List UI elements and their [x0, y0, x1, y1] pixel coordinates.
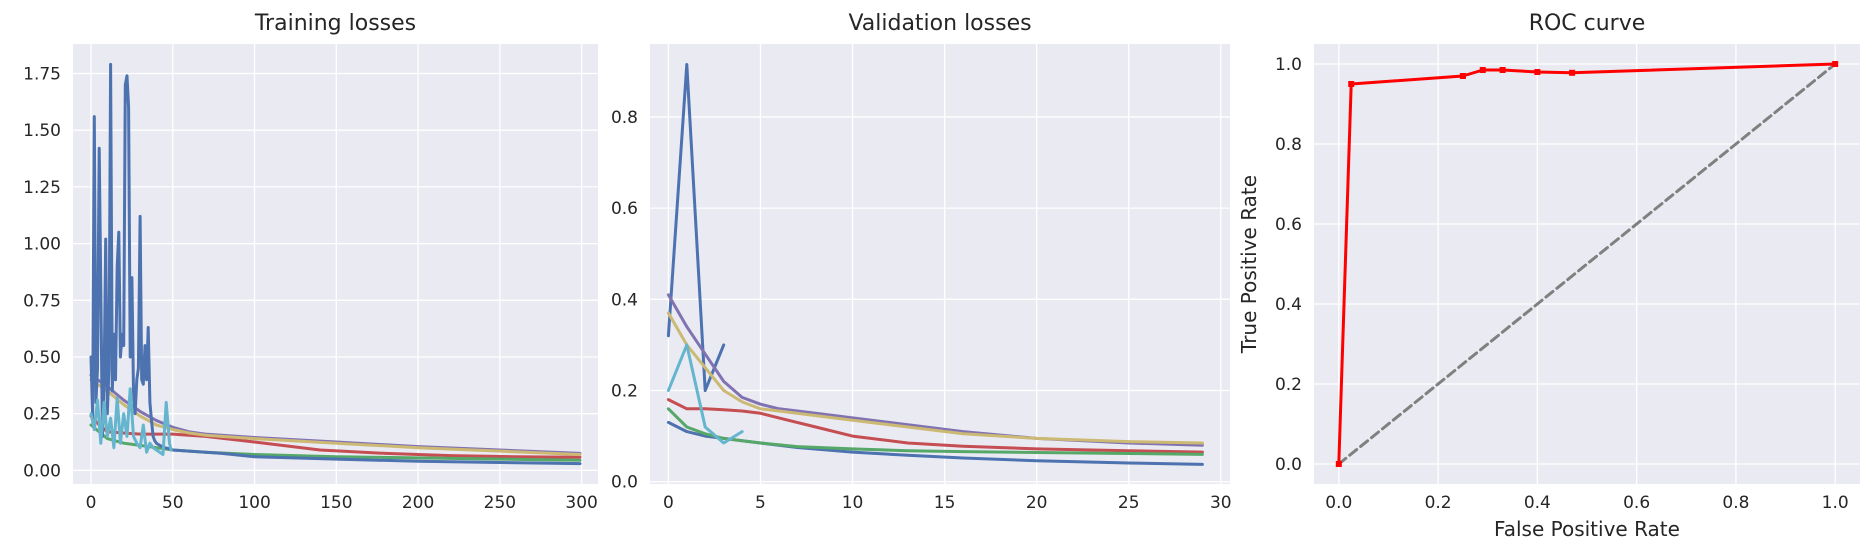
roc-ylabel: True Positive Rate	[1237, 175, 1261, 354]
validation-ytick-label: 0.2	[611, 382, 638, 402]
validation-series-line-5	[666, 407, 1204, 456]
validation-ytick-label: 0.6	[611, 199, 638, 219]
validation-ytick-label: 0.8	[611, 108, 638, 128]
training-series-line-4	[89, 62, 582, 466]
validation-series-line-4	[666, 398, 1204, 454]
training-title: Training losses	[254, 11, 416, 36]
training-losses-panel: 0 50 100 150 200 250 300 0.00 0.25 0.50 0.75 1.00 1.…	[23, 11, 598, 513]
training-ytick-label: 0.75	[23, 291, 61, 311]
roc-series-marker	[1832, 61, 1839, 67]
training-xtick-label: 200	[402, 493, 434, 513]
training-ytick-label: 1.50	[23, 121, 61, 141]
validation-xtick-label: 10	[842, 493, 864, 513]
roc-xtick-label: 0.8	[1722, 493, 1749, 513]
roc-xlabel: False Positive Rate	[1494, 517, 1680, 541]
validation-gridlines	[650, 44, 1230, 484]
validation-series-line-6	[666, 343, 744, 445]
training-series-line-5	[89, 387, 173, 456]
roc-series-marker	[1348, 81, 1355, 87]
training-series-group	[89, 62, 582, 466]
roc-ytick-label: 0.2	[1275, 375, 1302, 395]
validation-xtick-label: 20	[1026, 493, 1048, 513]
roc-series-group	[1335, 61, 1839, 467]
roc-title: ROC curve	[1529, 11, 1646, 36]
training-xtick-label: 150	[320, 493, 352, 513]
training-ytick-label: 0.00	[23, 461, 61, 481]
validation-xtick-label: 15	[934, 493, 956, 513]
roc-ytick-label: 1.0	[1275, 55, 1302, 75]
roc-series-line-0	[1337, 62, 1837, 466]
training-xtick-label: 0	[86, 493, 97, 513]
roc-ytick-label: 0.4	[1275, 295, 1302, 315]
validation-losses-panel: 0 5 10 15 20 25 30 0.0 0.2 0.4 0.6 0.8 Validation lo…	[611, 11, 1232, 513]
roc-xtick-label: 0.0	[1325, 493, 1352, 513]
roc-series-marker	[1569, 69, 1576, 76]
roc-gridlines	[1314, 44, 1860, 484]
roc-series-marker	[1335, 461, 1342, 467]
training-xtick-label: 100	[238, 493, 270, 513]
roc-xtick-label: 0.6	[1623, 493, 1650, 513]
roc-xtick-label: 0.2	[1425, 493, 1452, 513]
validation-title: Validation losses	[848, 11, 1031, 36]
training-series-line-2	[89, 378, 582, 456]
validation-ytick-label: 0.4	[611, 290, 638, 310]
roc-series-marker	[1459, 73, 1466, 79]
validation-xtick-label: 0	[663, 493, 674, 513]
validation-xtick-label: 30	[1210, 493, 1232, 513]
validation-ytick-label: 0.0	[611, 473, 638, 493]
roc-ytick-label: 0.6	[1275, 215, 1302, 235]
training-plot-area	[73, 44, 598, 484]
training-ytick-label: 1.25	[23, 178, 61, 198]
training-ytick-label: 0.25	[23, 405, 61, 425]
training-xtick-label: 300	[565, 493, 597, 513]
roc-series-marker	[1479, 67, 1486, 73]
roc-series-line-1	[1337, 62, 1837, 466]
roc-series-marker	[1534, 69, 1541, 75]
training-xtick-label: 50	[162, 493, 184, 513]
roc-xtick-label: 1.0	[1822, 493, 1849, 513]
training-gridlines	[73, 44, 598, 484]
roc-ytick-label: 0.8	[1275, 135, 1302, 155]
validation-xtick-label: 5	[755, 493, 766, 513]
roc-curve-panel: 0.0 0.2 0.4 0.6 0.8 1.0 0.0 0.2 0.4 0.6 0.8 1.0 ROC …	[1237, 11, 1860, 541]
training-ytick-label: 0.50	[23, 348, 61, 368]
training-xtick-label: 250	[484, 493, 516, 513]
training-ytick-label: 1.75	[23, 64, 61, 84]
validation-plot-area	[650, 44, 1230, 484]
validation-series-line-3	[666, 311, 1204, 445]
training-ytick-label: 1.00	[23, 235, 61, 255]
roc-xtick-label: 0.4	[1524, 493, 1551, 513]
roc-series-marker	[1499, 67, 1506, 73]
validation-xtick-label: 25	[1118, 493, 1140, 513]
roc-ytick-label: 0.0	[1275, 455, 1302, 475]
validation-series-group	[666, 63, 1204, 466]
